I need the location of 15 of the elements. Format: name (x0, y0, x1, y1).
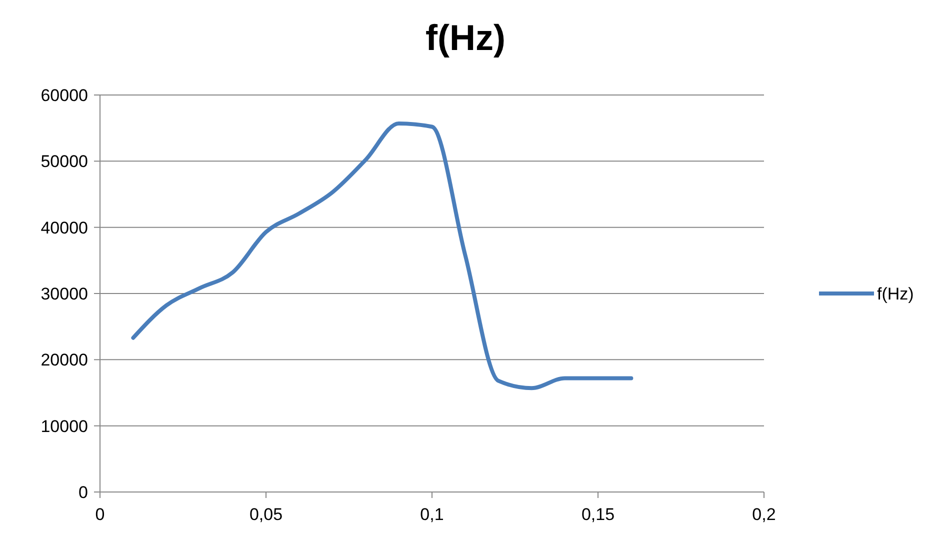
chart-title: f(Hz) (426, 17, 506, 58)
line-series (131, 121, 634, 390)
legend-label: f(Hz) (877, 284, 914, 304)
x-tick-label: 0,2 (752, 505, 776, 524)
x-tick-label: 0,05 (249, 505, 283, 524)
y-tick-label: 20000 (40, 350, 88, 370)
y-tick-label: 40000 (40, 218, 88, 238)
x-tick-label: 0,15 (581, 505, 615, 524)
y-tick-label: 0 (78, 482, 88, 502)
y-tick-label: 10000 (40, 416, 88, 436)
y-tick-label: 30000 (40, 284, 88, 304)
x-tick-label: 0,1 (420, 505, 444, 524)
y-tick-label: 60000 (40, 86, 88, 105)
x-tick-label: 0 (95, 505, 105, 524)
y-tick-label: 50000 (40, 152, 88, 172)
